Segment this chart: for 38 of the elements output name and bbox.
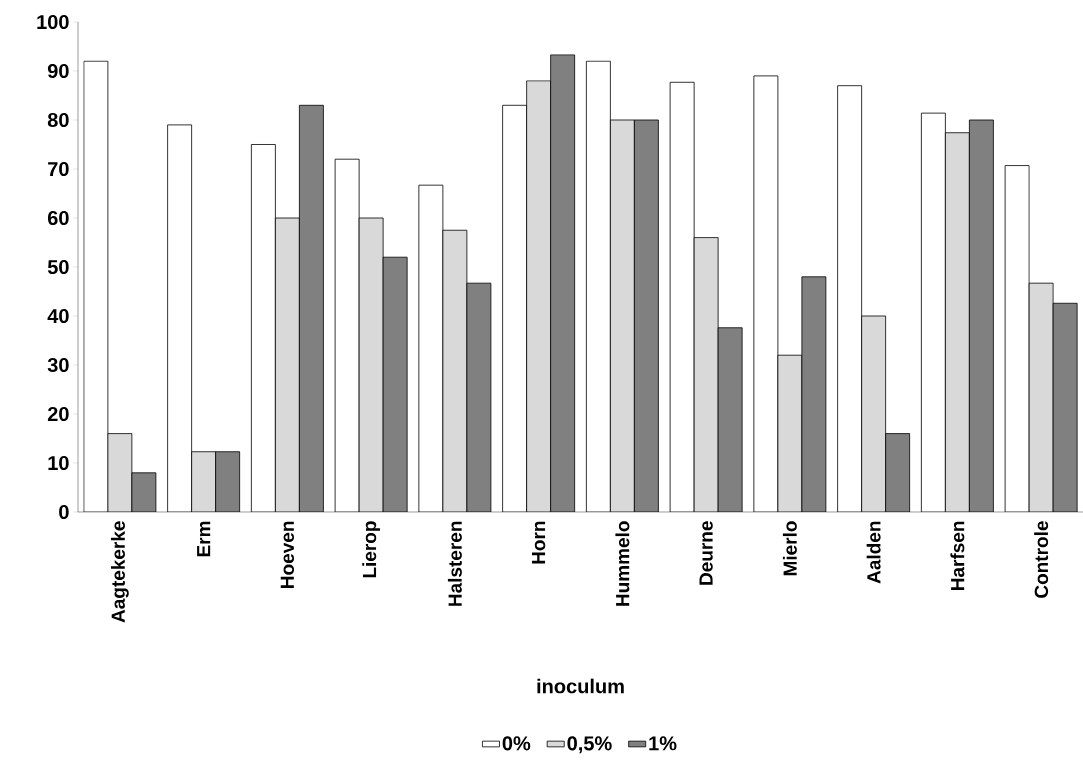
x-tick-label: Deurne: [699, 521, 713, 585]
bar: [466, 282, 492, 512]
bar: [215, 451, 241, 512]
y-tick-label: 40: [47, 308, 69, 324]
x-tick-label: Aagtekerke: [110, 521, 129, 623]
y-tick-label: 80: [47, 112, 69, 128]
bar: [633, 119, 659, 512]
x-tick-label: Horn: [532, 521, 546, 564]
y-tick-label: 70: [48, 161, 69, 177]
x-tick-label: Hoeven: [280, 521, 295, 588]
x-axis-title: inoculum: [537, 678, 624, 694]
y-tick-label: 60: [47, 210, 69, 226]
bar: [298, 104, 324, 512]
y-tick-label: 30: [47, 357, 69, 373]
bar: [1052, 302, 1078, 512]
x-tick-label: Harfsen: [950, 521, 965, 591]
x-tick-label: Hummelo: [615, 521, 630, 606]
y-tick-label: 100: [37, 14, 69, 30]
bar: [717, 327, 743, 512]
legend-label: 1%: [649, 736, 677, 751]
bar: [382, 256, 408, 512]
legend-label: 0,5%: [567, 736, 612, 754]
y-tick-label: 50: [47, 259, 69, 275]
y-tick-label: 0: [59, 504, 69, 520]
bar: [801, 276, 827, 512]
y-tick-label: 20: [47, 406, 69, 422]
bar: [550, 54, 576, 512]
x-tick-label: Aalden: [866, 521, 881, 584]
bar: [885, 433, 911, 512]
y-tick-label: 10: [48, 455, 69, 471]
bar: [968, 119, 994, 512]
x-tick-label: Lierop: [362, 521, 380, 578]
legend-label: 0%: [502, 736, 531, 751]
x-tick-label: Mierlo: [782, 521, 797, 576]
x-tick-label: Erm: [197, 521, 211, 557]
y-tick-label: 90: [47, 63, 69, 79]
x-tick-label: Controle: [1034, 521, 1049, 598]
x-tick-label: Halsteren: [447, 521, 462, 606]
